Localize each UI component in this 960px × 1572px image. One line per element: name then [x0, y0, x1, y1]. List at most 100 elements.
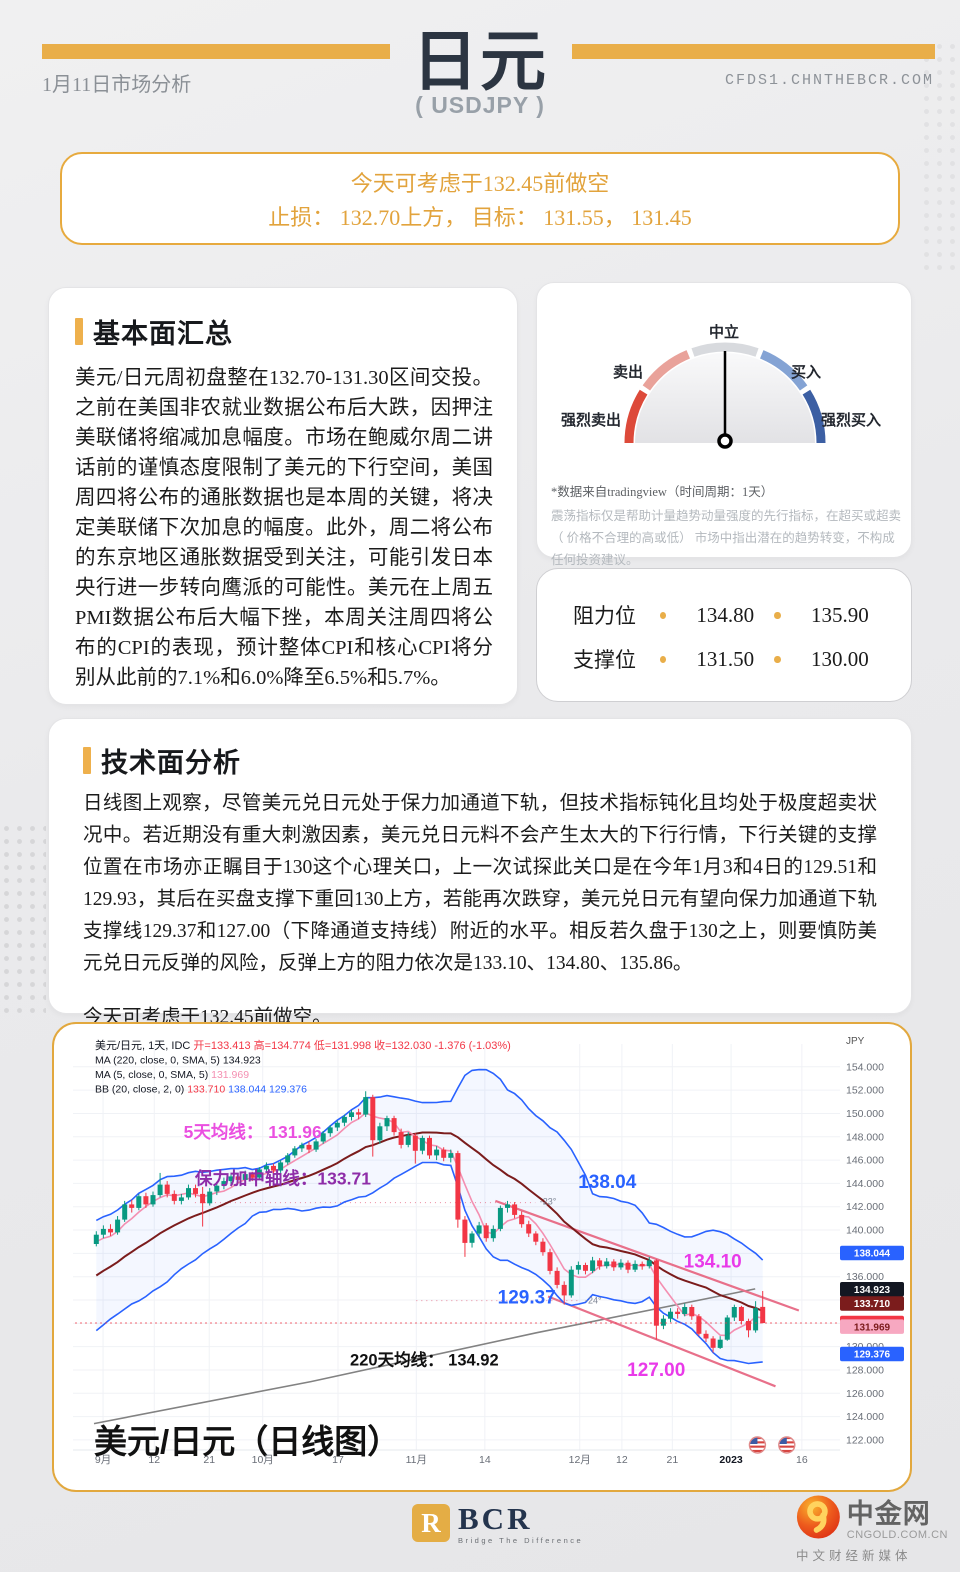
technical-title-row: 技术面分析 [83, 741, 877, 780]
levels-card: 阻力位 134.80 135.90 支撑位 131.50 130.00 [536, 568, 912, 702]
svg-text:133.710: 133.710 [854, 1299, 891, 1310]
resistance-value-1: 134.80 [696, 602, 755, 627]
advice-line-2: 止损： 132.70上方， 目标： 131.55， 131.45 [268, 205, 692, 230]
svg-text:134.923: 134.923 [854, 1285, 891, 1296]
dot-pattern-left [0, 822, 46, 1018]
sentiment-gauge-card: 中立 卖出 买入 强烈卖出 强烈买入 *数据来自tradingview（时间周期… [536, 282, 912, 567]
svg-text:138.044: 138.044 [854, 1249, 891, 1260]
bcr-tagline: Bridge The Difference [458, 1536, 584, 1545]
support-value-2: 130.00 [810, 646, 869, 671]
svg-text:9月: 9月 [95, 1454, 111, 1466]
svg-text:136.000: 136.000 [846, 1271, 884, 1283]
gauge-disclaimer: 震荡指标仅是帮助计量趋势动量强度的先行指标，在超买或超卖（ 价格不合理的高或低）… [551, 509, 902, 567]
svg-text:21: 21 [203, 1454, 215, 1466]
resistance-row: 阻力位 134.80 135.90 [573, 593, 881, 637]
svg-text:146.000: 146.000 [846, 1155, 884, 1167]
gauge-label-neutral: 中立 [708, 324, 740, 341]
bullet-icon [774, 655, 781, 663]
svg-text:152.000: 152.000 [846, 1085, 884, 1097]
svg-text:144.000: 144.000 [846, 1178, 884, 1190]
support-label: 支撑位 [573, 648, 636, 672]
svg-text:129.376: 129.376 [854, 1350, 891, 1361]
svg-text:21: 21 [666, 1454, 678, 1466]
gauge-label-strong-sell: 强烈卖出 [561, 412, 622, 429]
svg-text:MA (5, close, 0, SMA, 5) 131.: MA (5, close, 0, SMA, 5) 131.969 [95, 1069, 249, 1081]
resistance-label: 阻力位 [573, 604, 636, 628]
svg-text:131.969: 131.969 [854, 1322, 891, 1333]
svg-text:126.000: 126.000 [846, 1388, 884, 1400]
gold-marker [83, 747, 91, 774]
svg-text:-23°: -23° [540, 1196, 557, 1206]
fundamental-card: 基本面汇总 美元/日元周初盘整在132.70-131.30区间交投。之前在美国非… [48, 287, 518, 705]
cngold-name: 中金网 [846, 1499, 931, 1529]
resistance-value-2: 135.90 [810, 602, 869, 627]
svg-text:JPY: JPY [846, 1036, 865, 1047]
svg-text:134.10: 134.10 [684, 1251, 742, 1272]
svg-text:14: 14 [479, 1454, 491, 1466]
trade-advice-box: 今天可考虑于132.45前做空 止损： 132.70上方， 目标： 131.55… [60, 152, 900, 245]
svg-text:保力加中轴线：133.71: 保力加中轴线：133.71 [194, 1169, 371, 1189]
bcr-logo-icon: R [412, 1504, 450, 1542]
page-title: 日元 [412, 24, 548, 98]
bcr-logo: R BCR Bridge The Difference [412, 1501, 584, 1545]
svg-text:148.000: 148.000 [846, 1131, 884, 1143]
svg-text:127.00: 127.00 [627, 1360, 685, 1381]
svg-text:16: 16 [796, 1454, 808, 1466]
bullet-icon [659, 655, 667, 663]
header-gold-bar-right [572, 44, 935, 59]
technical-body: 日线图上观察，尽管美元兑日元处于保力加通道下轨，但技术指标钝化且均处于极度超卖状… [83, 793, 877, 974]
cngold-domain: CNGOLD.COM.CN [846, 1529, 948, 1541]
svg-text:10月: 10月 [252, 1454, 274, 1466]
svg-text:美元/日元, 1天, IDC 开=133.413 高=1: 美元/日元, 1天, IDC 开=133.413 高=134.774 低=131… [95, 1038, 511, 1052]
bullet-icon [774, 611, 781, 619]
cngold-tagline: 中文财经新媒体 [796, 1549, 912, 1563]
fundamental-body: 美元/日元周初盘整在132.70-131.30区间交投。之前在美国非农就业数据公… [75, 367, 493, 689]
support-value-1: 131.50 [696, 646, 755, 671]
svg-text:11月: 11月 [406, 1454, 427, 1466]
svg-text:220天均线： 134.92: 220天均线： 134.92 [350, 1349, 499, 1369]
fundamental-title: 基本面汇总 [93, 319, 233, 349]
gauge-label-buy: 买入 [791, 364, 822, 381]
svg-text:12: 12 [616, 1454, 628, 1466]
technical-title: 技术面分析 [101, 748, 241, 778]
sentiment-gauge [624, 342, 826, 449]
svg-text:129.37: 129.37 [498, 1288, 556, 1309]
svg-text:MA (220, close, 0, SMA, 5) 13: MA (220, close, 0, SMA, 5) 134.923 [95, 1055, 261, 1067]
svg-text:142.000: 142.000 [846, 1201, 884, 1213]
svg-text:154.000: 154.000 [846, 1061, 884, 1073]
svg-text:BB (20, close, 2, 0) 133.710: BB (20, close, 2, 0) 133.710 138.044 129… [95, 1084, 307, 1096]
gauge-label-strong-buy: 强烈买入 [821, 412, 882, 429]
svg-text:17: 17 [332, 1454, 344, 1466]
fundamental-title-row: 基本面汇总 [75, 312, 493, 351]
svg-text:128.000: 128.000 [846, 1364, 884, 1376]
svg-text:138.04: 138.04 [578, 1172, 637, 1193]
svg-text:美元/日元（日线图）: 美元/日元（日线图） [94, 1423, 400, 1460]
analysis-date-label: 1月11日市场分析 [42, 74, 192, 96]
svg-text:2023: 2023 [719, 1454, 743, 1466]
svg-text:12月: 12月 [569, 1454, 591, 1466]
gold-marker [75, 318, 83, 345]
svg-text:124.000: 124.000 [846, 1411, 884, 1423]
svg-text:5天均线： 131.96: 5天均线： 131.96 [184, 1122, 322, 1142]
gauge-label-sell: 卖出 [613, 364, 644, 381]
symbol-subtitle: ( USDJPY ) [415, 92, 545, 118]
cngold-logo: 中金网 CNGOLD.COM.CN 中文财经新媒体 [796, 1492, 948, 1564]
svg-text:12: 12 [148, 1454, 160, 1466]
svg-text:-24°: -24° [585, 1296, 602, 1306]
site-url-label: CFDS1.CHNTHEBCR.COM [724, 72, 934, 89]
svg-text:122.000: 122.000 [846, 1434, 884, 1446]
svg-text:150.000: 150.000 [846, 1108, 884, 1120]
header-gold-bar-left [42, 44, 390, 59]
bcr-logo-text: BCR [458, 1501, 533, 1536]
cngold-logo-icon [796, 1495, 840, 1538]
support-row: 支撑位 131.50 130.00 [573, 637, 881, 681]
gauge-source-note: *数据来自tradingview（时间周期：1天） [551, 485, 774, 499]
price-chart-card: 5天均线： 131.96 保力加中轴线：133.71 138.04 134.10 129… [52, 1022, 912, 1492]
dot-pattern-right [920, 40, 960, 270]
bullet-icon [659, 611, 667, 619]
advice-line-1: 今天可考虑于132.45前做空 [350, 171, 610, 196]
technical-card: 技术面分析 日线图上观察，尽管美元兑日元处于保力加通道下轨，但技术指标钝化且均处… [48, 718, 912, 1028]
svg-text:140.000: 140.000 [846, 1225, 884, 1237]
